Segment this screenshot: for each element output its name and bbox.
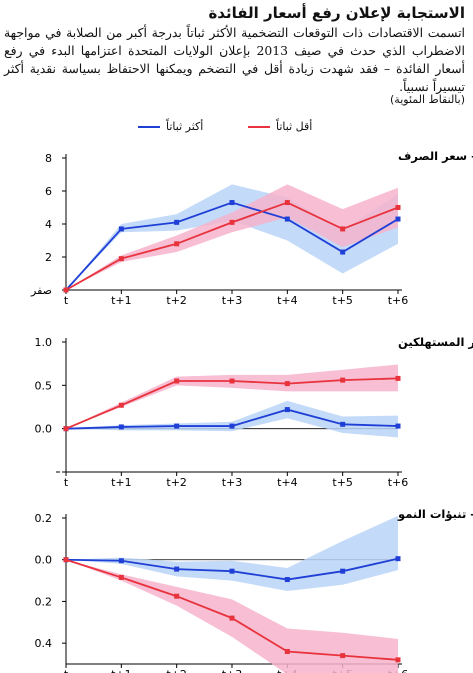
panel-2-x-tick-label: t+2 [166, 476, 187, 489]
panel-3-y-tick-label: 0.4 [35, 637, 53, 650]
panel-1-y-tick-label: 4 [45, 218, 52, 231]
legend-swatch-less-anchored [248, 125, 270, 128]
panel-1-point-more-anchored [395, 216, 401, 222]
panel-2-x-tick-label: t+1 [111, 476, 132, 489]
panel-1-point-less-anchored [63, 287, 69, 293]
panel-1-x-tick-label: t [64, 294, 69, 307]
panel-3-point-less-anchored [118, 574, 124, 580]
panel-2-x-tick-label: t+5 [332, 476, 353, 489]
panel-3-band-more-anchored [66, 515, 398, 591]
panel-1-x-tick-label: t+3 [222, 294, 243, 307]
panel-3-point-more-anchored [229, 568, 235, 574]
panel-2-y-tick-label: 0.5 [35, 379, 53, 392]
panel-1-point-less-anchored [284, 200, 290, 206]
panel-3-title: 3– تنبؤات النمو [397, 507, 473, 522]
description: اتسمت الاقتصادات ذات التوقعات التضخمية ا… [4, 25, 465, 94]
panel-2-x-tick-label: t [64, 476, 69, 489]
panel-1-x-tick-label: t+6 [388, 294, 409, 307]
legend-label-more-anchored: أكثر ثباتاً [166, 120, 204, 133]
panel-3-y-tick-label: 0.2 [35, 512, 53, 525]
panel-1-x-tick-label: t+1 [111, 294, 132, 307]
units-label: (بالنقاط المئوية) [390, 93, 465, 106]
panel-1-x-tick-label: t+2 [166, 294, 187, 307]
panel-1-point-less-anchored [229, 219, 235, 225]
panel-3-x-tick-label: t [64, 668, 69, 673]
panel-2-point-less-anchored [395, 375, 401, 381]
legend-label-less-anchored: أقل ثباتاً [276, 120, 313, 133]
panel-3-y-tick-label: 0.0 [35, 554, 53, 567]
panel-3-x-tick-label: t+2 [166, 668, 187, 673]
panel-1-point-more-anchored [174, 219, 180, 225]
panel-3-y-tick-label: 0.2 [35, 595, 53, 608]
panel-1-x-tick-label: t+5 [332, 294, 353, 307]
page-title: الاستجابة لإعلان رفع أسعار الفائدة [208, 4, 465, 22]
panel-1-point-more-anchored [340, 249, 346, 255]
legend-item-less-anchored: أقل ثباتاً [248, 120, 312, 133]
panel-1-y-tick-label: 2 [45, 251, 52, 264]
panel-3-point-less-anchored [340, 653, 346, 659]
panel-1-point-more-anchored [229, 200, 235, 206]
panel-2-title: 2– أسعار المستهلكين [398, 334, 473, 349]
panel-2-point-more-anchored [340, 421, 346, 427]
panel-1-y-tick-label: 6 [45, 185, 52, 198]
panel-2-point-less-anchored [63, 426, 69, 432]
panel-1-x-tick-label: t+4 [277, 294, 298, 307]
panel-2-point-less-anchored [284, 381, 290, 387]
panel-2-point-more-anchored [229, 423, 235, 429]
panel-2-point-more-anchored [118, 424, 124, 430]
panel-2-point-less-anchored [118, 402, 124, 408]
panel-3-point-less-anchored [395, 657, 401, 663]
panel-3-point-more-anchored [395, 556, 401, 562]
panel-2-point-more-anchored [395, 423, 401, 429]
panel-1-point-more-anchored [284, 216, 290, 222]
panel-2-x-tick-label: t+4 [277, 476, 298, 489]
panel-2-point-less-anchored [340, 377, 346, 383]
panel-2-band-more-anchored [66, 400, 398, 438]
panel-2-band-less-anchored [66, 364, 398, 429]
panel-2-y-tick-label: 1.0 [35, 336, 53, 349]
panel-3-point-less-anchored [174, 593, 180, 599]
panel-1-point-less-anchored [340, 226, 346, 232]
panel-1-y-tick-label: 8 [45, 152, 52, 165]
panel-2-x-tick-label: t+3 [222, 476, 243, 489]
panel-1-y-tick-label: صفر [30, 284, 52, 297]
legend-item-more-anchored: أكثر ثباتاً [138, 120, 203, 133]
panel-1-title: 1– سعر الصرف [398, 149, 473, 163]
panel-3-point-less-anchored [229, 615, 235, 621]
panel-3-x-tick-label: t+3 [222, 668, 243, 673]
panel-2-point-less-anchored [229, 378, 235, 384]
panel-2-point-more-anchored [174, 423, 180, 429]
panel-3-point-more-anchored [340, 568, 346, 574]
panel-2-x-tick-label: t+6 [388, 476, 409, 489]
panel-1-point-less-anchored [118, 256, 124, 262]
panel-3-point-more-anchored [174, 566, 180, 572]
panel-1-point-less-anchored [395, 205, 401, 210]
panel-1-band-less-anchored [66, 184, 398, 290]
panel-2-point-less-anchored [174, 378, 180, 384]
panel-2-point-more-anchored [284, 407, 290, 413]
panel-3-point-less-anchored [284, 648, 290, 654]
panel-1-point-more-anchored [118, 226, 124, 232]
panel-2-y-tick-label: 0.0 [35, 423, 53, 436]
legend-swatch-more-anchored [138, 125, 160, 128]
panel-3-point-more-anchored [118, 558, 124, 564]
panel-1-point-less-anchored [174, 241, 180, 247]
panel-3-point-less-anchored [63, 557, 69, 563]
panel-3-x-tick-label: t+1 [111, 668, 132, 673]
panel-3-point-more-anchored [284, 577, 290, 583]
